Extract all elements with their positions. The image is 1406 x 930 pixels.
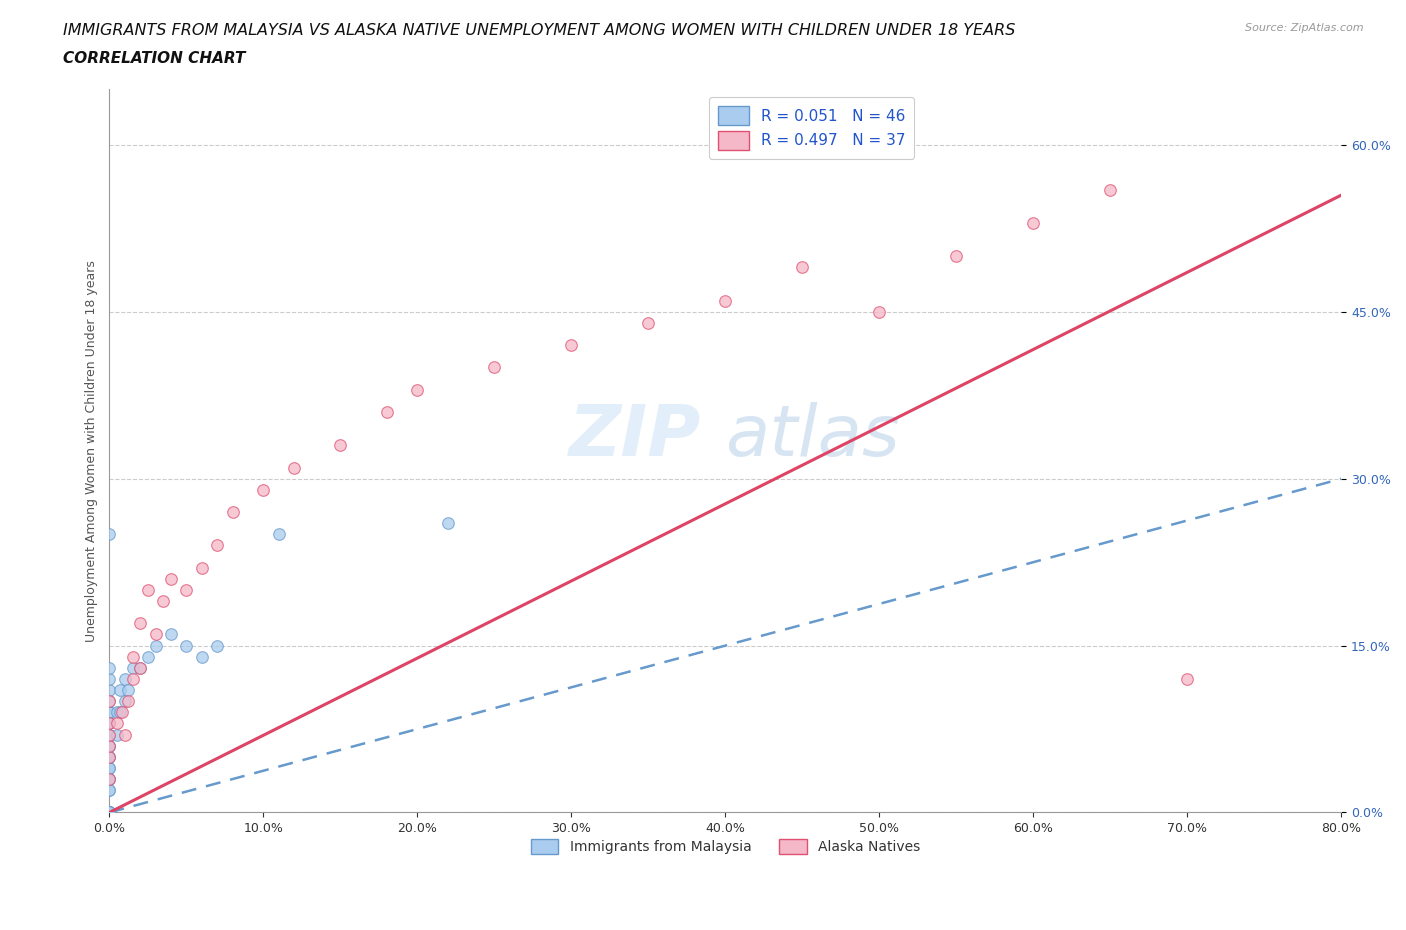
Point bbox=[98, 750, 121, 764]
Point bbox=[176, 582, 198, 597]
Point bbox=[1099, 182, 1122, 197]
Point bbox=[111, 705, 134, 720]
Text: atlas: atlas bbox=[725, 402, 900, 471]
Point bbox=[121, 649, 143, 664]
Point bbox=[98, 738, 121, 753]
Point bbox=[98, 805, 121, 820]
Point bbox=[152, 593, 174, 608]
Y-axis label: Unemployment Among Women with Children Under 18 years: Unemployment Among Women with Children U… bbox=[86, 260, 98, 642]
Point bbox=[98, 761, 121, 776]
Point bbox=[98, 716, 121, 731]
Point bbox=[98, 805, 121, 820]
Text: ZIP: ZIP bbox=[568, 402, 700, 471]
Point bbox=[406, 382, 429, 397]
Point bbox=[114, 671, 136, 686]
Point bbox=[145, 627, 167, 642]
Point bbox=[129, 660, 152, 675]
Point bbox=[205, 638, 228, 653]
Point bbox=[136, 582, 159, 597]
Point bbox=[98, 750, 121, 764]
Point bbox=[105, 727, 128, 742]
Point bbox=[98, 660, 121, 675]
Point bbox=[98, 727, 121, 742]
Point bbox=[160, 571, 183, 586]
Point bbox=[105, 705, 128, 720]
Point bbox=[136, 649, 159, 664]
Legend: Immigrants from Malaysia, Alaska Natives: Immigrants from Malaysia, Alaska Natives bbox=[524, 834, 925, 859]
Point bbox=[98, 694, 121, 709]
Point bbox=[98, 805, 121, 820]
Text: CORRELATION CHART: CORRELATION CHART bbox=[63, 51, 246, 66]
Point bbox=[98, 705, 121, 720]
Point bbox=[98, 694, 121, 709]
Point bbox=[1022, 216, 1045, 231]
Point bbox=[98, 772, 121, 787]
Point bbox=[117, 683, 139, 698]
Point bbox=[98, 750, 121, 764]
Point bbox=[108, 705, 131, 720]
Point bbox=[714, 293, 737, 308]
Point bbox=[1177, 671, 1199, 686]
Point bbox=[98, 683, 121, 698]
Point bbox=[221, 505, 243, 520]
Point bbox=[205, 538, 228, 553]
Point bbox=[98, 527, 121, 542]
Point bbox=[792, 260, 814, 275]
Point bbox=[637, 315, 659, 330]
Point bbox=[945, 249, 967, 264]
Point bbox=[108, 683, 131, 698]
Point bbox=[98, 716, 121, 731]
Point bbox=[191, 560, 214, 575]
Point bbox=[98, 738, 121, 753]
Point bbox=[98, 727, 121, 742]
Point bbox=[98, 772, 121, 787]
Point bbox=[267, 527, 290, 542]
Point bbox=[98, 705, 121, 720]
Point bbox=[283, 460, 305, 475]
Point bbox=[252, 483, 274, 498]
Point bbox=[437, 516, 460, 531]
Point bbox=[375, 405, 398, 419]
Point bbox=[105, 716, 128, 731]
Point bbox=[114, 727, 136, 742]
Point bbox=[98, 805, 121, 820]
Point bbox=[98, 805, 121, 820]
Point bbox=[98, 761, 121, 776]
Point bbox=[191, 649, 214, 664]
Point bbox=[98, 671, 121, 686]
Point bbox=[114, 694, 136, 709]
Point bbox=[98, 783, 121, 798]
Point bbox=[98, 772, 121, 787]
Point bbox=[98, 716, 121, 731]
Point bbox=[121, 671, 143, 686]
Point bbox=[98, 805, 121, 820]
Point bbox=[129, 616, 152, 631]
Point bbox=[329, 438, 352, 453]
Point bbox=[484, 360, 506, 375]
Point bbox=[160, 627, 183, 642]
Point bbox=[98, 727, 121, 742]
Point bbox=[98, 805, 121, 820]
Point bbox=[117, 694, 139, 709]
Point bbox=[121, 660, 143, 675]
Point bbox=[176, 638, 198, 653]
Point bbox=[129, 660, 152, 675]
Point bbox=[560, 338, 582, 352]
Point bbox=[868, 304, 890, 319]
Point bbox=[98, 738, 121, 753]
Point bbox=[98, 783, 121, 798]
Text: IMMIGRANTS FROM MALAYSIA VS ALASKA NATIVE UNEMPLOYMENT AMONG WOMEN WITH CHILDREN: IMMIGRANTS FROM MALAYSIA VS ALASKA NATIV… bbox=[63, 23, 1015, 38]
Text: Source: ZipAtlas.com: Source: ZipAtlas.com bbox=[1246, 23, 1364, 33]
Point bbox=[145, 638, 167, 653]
Point bbox=[98, 805, 121, 820]
